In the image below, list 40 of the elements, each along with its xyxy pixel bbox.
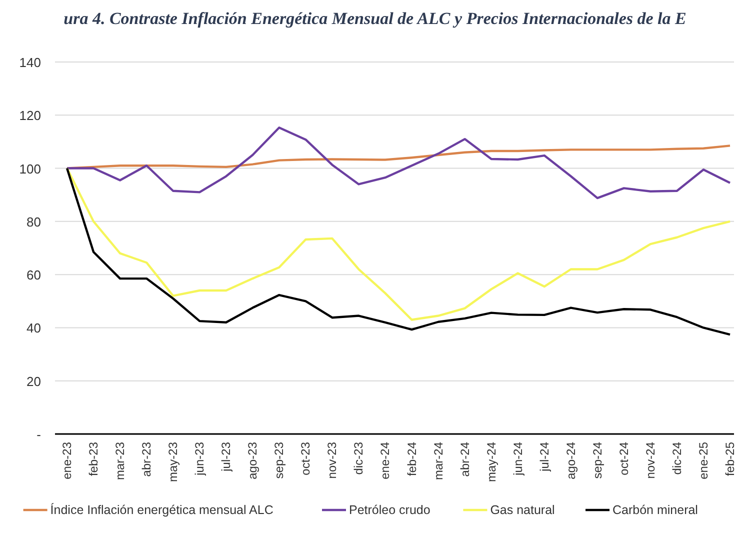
x-tick-label: jun-23 [192, 442, 207, 476]
x-tick-label: ene-24 [378, 442, 392, 480]
x-tick-label: sep-24 [590, 442, 604, 479]
y-tick-label: 80 [26, 214, 41, 230]
x-tick-label: may-24 [484, 442, 498, 482]
x-tick-label: jul-23 [219, 442, 234, 472]
y-tick-label: - [36, 427, 41, 442]
y-tick-label: 120 [19, 108, 41, 124]
y-tick-label: 100 [19, 161, 41, 176]
x-tick-label: ago-24 [564, 442, 578, 480]
x-tick-label: nov-24 [643, 442, 658, 479]
x-tick-label: dic-24 [670, 442, 684, 475]
line-series [66, 126, 732, 200]
y-tick-label: 40 [26, 320, 41, 336]
y-tick-label: 20 [26, 374, 41, 389]
legend-label: Gas natural [490, 503, 555, 517]
chart-title: ura 4. Contraste Inflación Energética Mensual de ALC y Precios Internacionales de la E [64, 9, 686, 28]
x-tick-label: mar-23 [113, 442, 128, 480]
x-tick-label: oct-24 [616, 442, 631, 476]
x-tick-label: feb-24 [404, 442, 419, 476]
x-tick-label: abr-23 [140, 442, 154, 477]
x-tick-label: feb-25 [723, 442, 737, 476]
x-tick-label: mar-24 [431, 442, 446, 480]
x-tick-label: may-23 [166, 442, 180, 482]
x-tick-label: dic-23 [352, 442, 366, 475]
legend-label: Petróleo crudo [349, 503, 430, 517]
x-tick-label: jul-24 [537, 442, 552, 472]
legend-label: Carbón mineral [612, 503, 698, 517]
x-tick-label: ene-23 [60, 442, 74, 480]
x-tick-label: ene-25 [696, 442, 710, 480]
x-tick-label: sep-23 [272, 442, 286, 479]
legend-label: Índice Inflación energética mensual ALC [50, 503, 274, 517]
y-tick-label: 60 [26, 268, 41, 283]
x-tick-label: ago-23 [246, 442, 260, 480]
x-tick-label: oct-23 [298, 442, 313, 476]
x-tick-label: feb-23 [86, 442, 101, 476]
x-tick-label: jun-24 [510, 442, 525, 476]
x-tick-label: abr-24 [458, 442, 472, 477]
y-tick-label: 140 [19, 55, 41, 70]
x-tick-label: nov-23 [325, 442, 340, 479]
